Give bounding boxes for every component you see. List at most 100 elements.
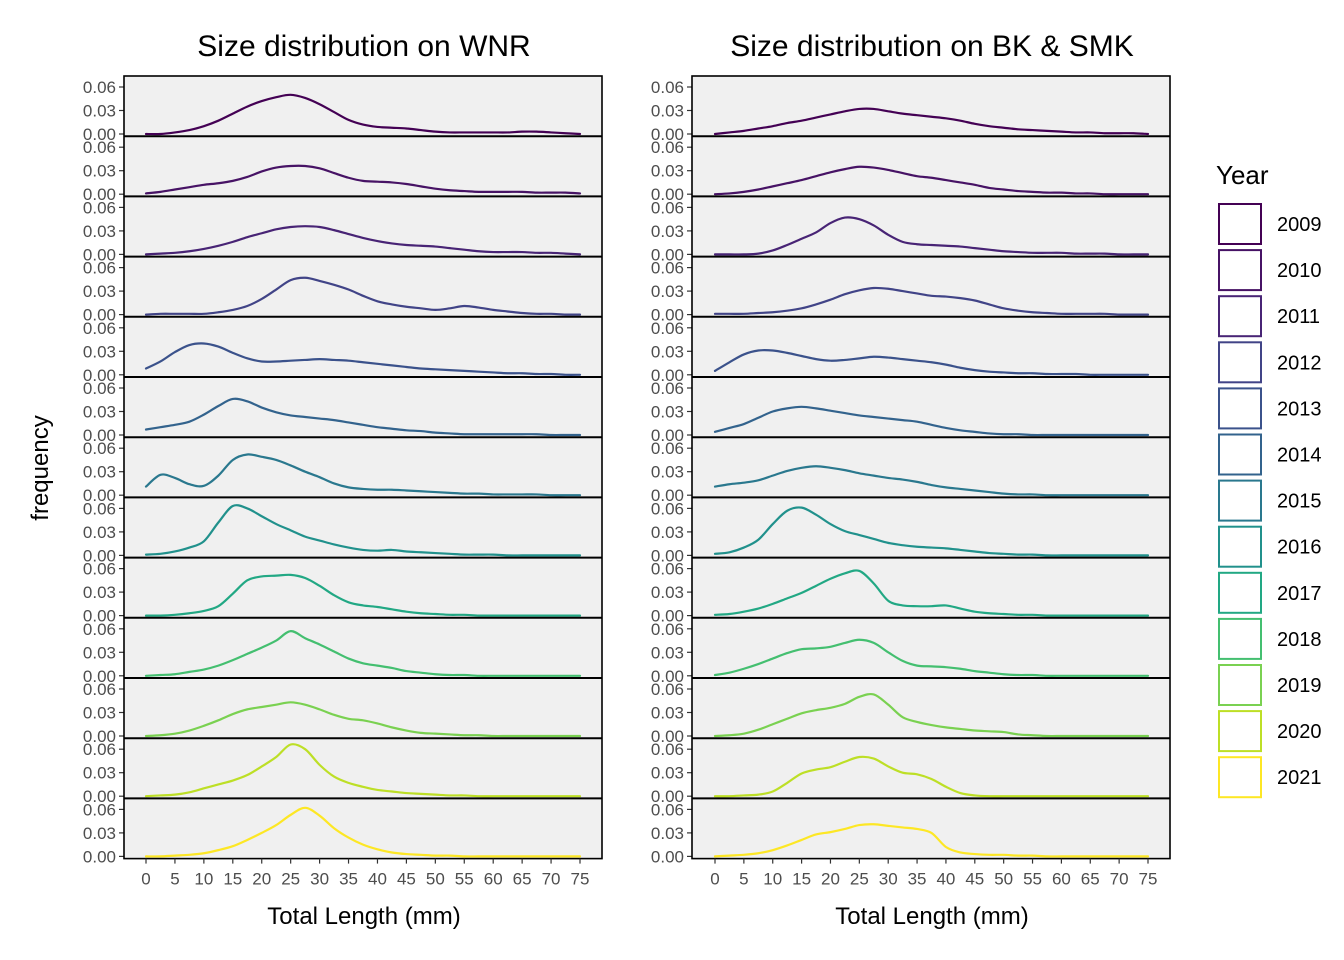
legend-label-2012: 2012 xyxy=(1277,352,1322,374)
legend-label-2017: 2017 xyxy=(1277,583,1322,605)
x-tick-label: 10 xyxy=(194,870,213,889)
x-tick-label: 55 xyxy=(455,870,474,889)
y-tick-label: 0.00 xyxy=(651,185,684,204)
legend-label-2014: 2014 xyxy=(1277,445,1322,467)
panel-background xyxy=(692,557,1170,618)
y-tick-label: 0.03 xyxy=(651,102,684,121)
density-line-2019 xyxy=(713,692,1150,738)
panel-background xyxy=(124,256,602,317)
y-tick-label: 0.00 xyxy=(83,306,116,325)
density-line-2020 xyxy=(713,755,1150,798)
legend-key-2014 xyxy=(1218,433,1262,476)
x-tick-label: 5 xyxy=(170,870,179,889)
y-tick-label: 0.00 xyxy=(651,245,684,264)
y-tick-label: 0.06 xyxy=(651,198,684,217)
density-line-2009 xyxy=(144,93,582,136)
y-tick-label: 0.03 xyxy=(83,403,116,422)
panel-background xyxy=(692,798,1170,859)
panel-background xyxy=(124,738,602,799)
left-chart-title: Size distribution on WNR xyxy=(197,30,530,63)
y-tick-label: 0.00 xyxy=(651,787,684,806)
y-tick-label: 0.03 xyxy=(651,643,684,662)
legend-label-2009: 2009 xyxy=(1277,214,1322,236)
y-tick-label: 0.06 xyxy=(651,319,684,338)
panel-background xyxy=(124,678,602,739)
y-tick-label: 0.06 xyxy=(83,138,116,157)
y-tick-label: 0.06 xyxy=(651,800,684,819)
legend-label-2020: 2020 xyxy=(1277,721,1322,743)
legend-key-2019 xyxy=(1218,664,1262,706)
y-tick-label: 0.03 xyxy=(651,282,684,301)
y-tick-label: 0.00 xyxy=(651,546,684,565)
y-tick-label: 0.03 xyxy=(651,583,684,602)
panel-background xyxy=(692,738,1170,799)
y-tick-label: 0.06 xyxy=(651,259,684,278)
y-tick-label: 0.06 xyxy=(83,259,116,278)
panel-background xyxy=(124,76,602,137)
y-tick-label: 0.00 xyxy=(651,306,684,325)
density-line-2013 xyxy=(144,342,582,376)
y-tick-label: 0.06 xyxy=(83,78,116,97)
y-tick-label: 0.06 xyxy=(83,800,116,819)
panel-frame xyxy=(691,75,1171,860)
legend-key-2020 xyxy=(1218,710,1262,753)
density-line-2020 xyxy=(144,743,582,798)
x-tick-label: 70 xyxy=(542,870,561,889)
panel-background xyxy=(124,136,602,197)
y-tick-label: 0.03 xyxy=(651,463,684,482)
x-tick-label: 60 xyxy=(1052,870,1071,889)
x-tick-label: 65 xyxy=(1081,870,1100,889)
density-line-2018 xyxy=(144,630,582,677)
legend-key-2015 xyxy=(1218,479,1262,522)
density-line-2016 xyxy=(713,506,1150,557)
density-line-2021 xyxy=(713,823,1150,858)
panel-background xyxy=(692,617,1170,678)
density-line-2018 xyxy=(713,638,1150,677)
left-x-axis-title: Total Length (mm) xyxy=(267,903,460,930)
density-line-2017 xyxy=(713,569,1150,617)
x-tick-label: 45 xyxy=(965,870,984,889)
x-tick-label: 40 xyxy=(936,870,955,889)
legend-key-2012 xyxy=(1218,341,1262,384)
y-tick-label: 0.06 xyxy=(651,620,684,639)
x-tick-label: 75 xyxy=(571,870,590,889)
y-tick-label: 0.06 xyxy=(83,620,116,639)
y-tick-label: 0.03 xyxy=(83,342,116,361)
y-tick-label: 0.03 xyxy=(651,222,684,241)
y-tick-label: 0.03 xyxy=(651,764,684,783)
density-line-2019 xyxy=(144,701,582,738)
panel-background xyxy=(124,437,602,498)
panel-background xyxy=(124,617,602,678)
x-tick-label: 0 xyxy=(141,870,150,889)
x-tick-label: 70 xyxy=(1110,870,1129,889)
panel-background xyxy=(124,557,602,618)
panel-background xyxy=(692,316,1170,377)
density-line-2015 xyxy=(144,453,582,497)
y-tick-label: 0.03 xyxy=(83,102,116,121)
y-tick-label: 0.00 xyxy=(83,486,116,505)
density-line-2010 xyxy=(713,165,1150,196)
y-axis-title: frequency xyxy=(27,415,54,520)
right-chart-panels: 0.000.030.060.000.030.060.000.030.060.00… xyxy=(651,75,1171,889)
y-tick-label: 0.06 xyxy=(651,560,684,579)
panel-background xyxy=(692,377,1170,438)
x-tick-label: 10 xyxy=(763,870,782,889)
x-tick-label: 45 xyxy=(397,870,416,889)
y-tick-label: 0.03 xyxy=(651,523,684,542)
y-tick-label: 0.06 xyxy=(651,78,684,97)
y-tick-label: 0.06 xyxy=(83,499,116,518)
density-line-2012 xyxy=(713,286,1150,316)
right-chart-title: Size distribution on BK & SMK xyxy=(730,30,1134,63)
panel-background xyxy=(124,316,602,377)
y-tick-label: 0.06 xyxy=(651,439,684,458)
panel-background xyxy=(124,377,602,438)
panel-background xyxy=(692,437,1170,498)
y-tick-label: 0.03 xyxy=(83,583,116,602)
y-tick-label: 0.06 xyxy=(83,680,116,699)
panel-background xyxy=(124,497,602,558)
x-tick-label: 5 xyxy=(739,870,748,889)
panel-background xyxy=(692,678,1170,739)
y-tick-label: 0.06 xyxy=(83,379,116,398)
right-x-axis-title: Total Length (mm) xyxy=(835,903,1028,930)
y-tick-label: 0.00 xyxy=(651,426,684,445)
